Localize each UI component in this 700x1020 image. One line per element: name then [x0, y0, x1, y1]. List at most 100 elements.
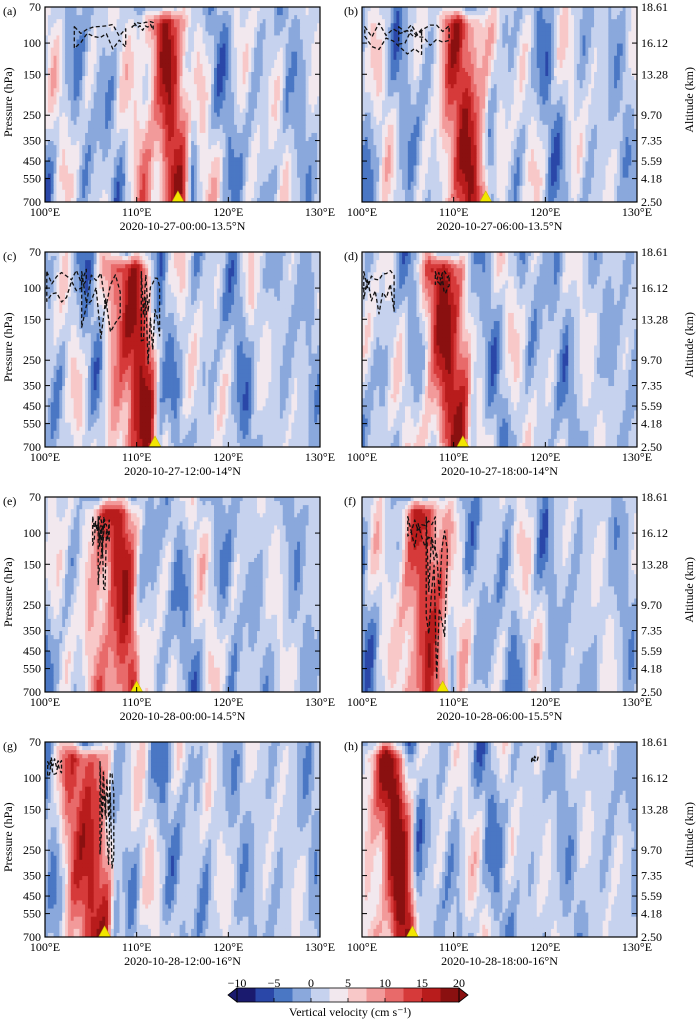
- field-cell: [108, 128, 112, 134]
- field-cell: [196, 177, 201, 183]
- field-cell: [219, 112, 223, 118]
- field-cell: [62, 169, 66, 174]
- field-cell: [139, 96, 143, 101]
- field-cell: [50, 39, 54, 44]
- field-cell: [425, 15, 429, 20]
- field-cell: [254, 169, 258, 174]
- field-cell: [407, 19, 412, 24]
- field-cell: [259, 189, 264, 195]
- field-cell: [173, 157, 178, 162]
- field-cell: [79, 137, 83, 142]
- field-cell: [93, 161, 97, 166]
- field-cell: [268, 169, 272, 174]
- field-cell: [53, 92, 57, 97]
- field-cell: [299, 31, 304, 36]
- field-cell: [59, 92, 63, 97]
- field-cell: [119, 197, 123, 202]
- field-cell: [234, 76, 238, 81]
- field-cell: [53, 72, 57, 77]
- field-cell: [228, 112, 232, 118]
- field-cell: [113, 47, 118, 53]
- field-cell: [282, 157, 287, 162]
- field-cell: [162, 181, 166, 187]
- field-cell: [216, 7, 221, 12]
- field-cell: [128, 141, 132, 146]
- field-cell: [202, 92, 206, 97]
- field-cell: [82, 76, 86, 81]
- field-cell: [193, 7, 198, 12]
- field-cell: [311, 88, 315, 93]
- field-cell: [70, 197, 75, 202]
- field-cell: [85, 51, 89, 57]
- field-cell: [251, 108, 255, 114]
- field-cell: [219, 100, 223, 105]
- field-cell: [277, 19, 281, 24]
- field-cell: [248, 112, 252, 118]
- field-cell: [556, 19, 561, 24]
- field-cell: [53, 169, 57, 174]
- field-cell: [265, 173, 269, 179]
- field-cell: [256, 51, 261, 57]
- field-cell: [179, 149, 183, 154]
- field-cell: [45, 177, 49, 183]
- field-cell: [216, 72, 221, 77]
- field-cell: [59, 149, 63, 154]
- field-cell: [208, 104, 212, 109]
- field-cell: [265, 39, 269, 44]
- field-cell: [79, 11, 83, 16]
- field-cell: [299, 23, 304, 28]
- field-cell: [259, 72, 264, 77]
- field-cell: [128, 189, 132, 195]
- field-cell: [259, 80, 264, 85]
- field-cell: [294, 165, 298, 170]
- field-cell: [87, 141, 92, 146]
- field-cell: [205, 100, 209, 105]
- field-cell: [254, 55, 258, 61]
- field-cell: [191, 7, 195, 12]
- field-cell: [185, 84, 189, 89]
- field-cell: [196, 189, 201, 195]
- field-cell: [122, 153, 126, 158]
- field-cell: [145, 76, 149, 81]
- field-cell: [110, 128, 115, 134]
- field-cell: [216, 47, 221, 53]
- field-cell: [156, 112, 160, 118]
- field-cell: [108, 116, 112, 122]
- field-cell: [305, 67, 309, 73]
- field-cell: [133, 84, 138, 89]
- field-cell: [533, 11, 538, 16]
- field-cell: [142, 177, 146, 183]
- field-cell: [50, 161, 54, 166]
- field-cell: [288, 108, 292, 114]
- field-cell: [282, 15, 287, 20]
- field-cell: [308, 23, 312, 28]
- field-cell: [602, 11, 606, 16]
- field-cell: [67, 39, 72, 44]
- field-cell: [196, 181, 201, 187]
- field-cell: [110, 112, 115, 118]
- field-cell: [90, 96, 95, 101]
- field-cell: [130, 23, 135, 28]
- field-cell: [191, 149, 195, 154]
- field-cell: [259, 55, 264, 61]
- field-cell: [496, 7, 500, 12]
- field-cell: [182, 193, 186, 199]
- field-cell: [314, 104, 318, 109]
- field-cell: [119, 67, 123, 73]
- field-cell: [219, 145, 223, 150]
- field-cell: [102, 193, 106, 199]
- field-cell: [248, 19, 252, 24]
- field-cell: [125, 169, 129, 174]
- field-cell: [85, 88, 89, 93]
- field-cell: [231, 137, 235, 142]
- field-cell: [239, 39, 244, 44]
- field-cell: [182, 67, 186, 73]
- field-cell: [136, 181, 140, 187]
- field-cell: [248, 15, 252, 20]
- field-cell: [239, 63, 244, 69]
- field-cell: [297, 173, 301, 179]
- field-cell: [93, 141, 97, 146]
- field-cell: [142, 72, 146, 77]
- field-cell: [551, 15, 555, 20]
- field-cell: [288, 100, 292, 105]
